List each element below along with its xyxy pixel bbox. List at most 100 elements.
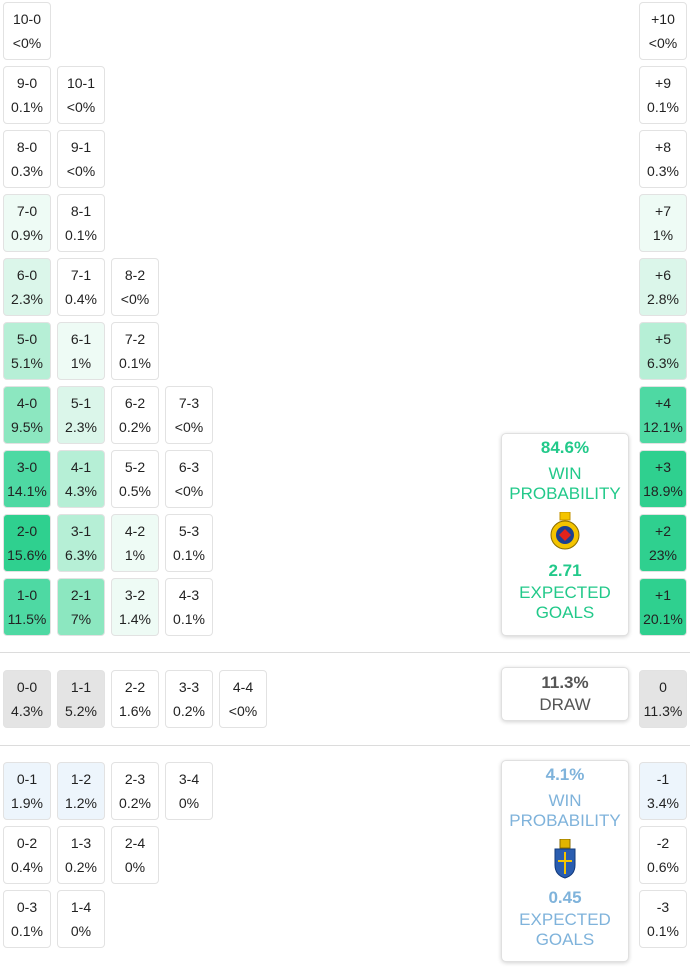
home-score-cell-probability: 14.1% — [7, 483, 47, 499]
away-score-cell-label: 0-2 — [16, 835, 38, 851]
home-score-cell: 8-2 <0% — [111, 258, 159, 316]
away-margin-cell-label: -2 — [656, 835, 670, 851]
draw-margin-cell-label: 0 — [659, 679, 667, 695]
home-score-cell: 2-0 15.6% — [3, 514, 51, 572]
home-score-cell-probability: 1% — [70, 355, 92, 371]
home-score-cell: 7-0 0.9% — [3, 194, 51, 252]
home-margin-cell: +6 2.8% — [639, 258, 687, 316]
home-score-cell: 4-2 1% — [111, 514, 159, 572]
home-score-cell-label: 7-3 — [178, 395, 200, 411]
draw-score-cell-label: 2-2 — [124, 679, 146, 695]
draw-score-cell-probability: 5.2% — [65, 703, 97, 719]
draw-score-cell-probability: 1.6% — [119, 703, 151, 719]
away-margin-cell: -3 0.1% — [639, 890, 687, 948]
home-xg-label: EXPECTED GOALS — [519, 583, 611, 623]
away-margin-cell: -1 3.4% — [639, 762, 687, 820]
home-score-cell-label: 6-3 — [178, 459, 200, 475]
home-score-cell-label: 9-0 — [16, 75, 38, 91]
away-score-cell: 0-1 1.9% — [3, 762, 51, 820]
away-score-cell-probability: 0.2% — [119, 795, 151, 811]
home-score-cell-probability: 0.4% — [65, 291, 97, 307]
away-win-percentage: 4.1% — [545, 765, 585, 784]
home-score-cell-probability: 0.3% — [11, 163, 43, 179]
home-margin-cell-label: +8 — [655, 139, 671, 155]
home-score-cell: 7-1 0.4% — [57, 258, 105, 316]
home-score-cell-label: 3-2 — [124, 587, 146, 603]
home-score-cell-label: 8-1 — [70, 203, 92, 219]
home-score-cell-label: 10-0 — [12, 11, 42, 27]
away-score-cell-probability: 0% — [70, 923, 92, 939]
away-score-cell: 0-2 0.4% — [3, 826, 51, 884]
home-win-percentage: 84.6% — [540, 438, 590, 457]
home-score-cell-label: 4-0 — [16, 395, 38, 411]
home-score-cell: 2-1 7% — [57, 578, 105, 636]
home-margin-cell-label: +4 — [655, 395, 671, 411]
home-score-cell-label: 2-1 — [70, 587, 92, 603]
draw-percentage: 11.3% — [541, 673, 589, 692]
away-margin-cell-probability: 0.1% — [647, 923, 679, 939]
away-score-cell: 1-2 1.2% — [57, 762, 105, 820]
home-score-cell: 4-0 9.5% — [3, 386, 51, 444]
away-score-cell-probability: 0% — [124, 859, 146, 875]
home-score-cell: 1-0 11.5% — [3, 578, 51, 636]
section-divider-draw-away — [0, 745, 690, 746]
home-margin-cell-label: +1 — [655, 587, 671, 603]
draw-score-cell-probability: <0% — [228, 703, 258, 719]
section-divider-home-draw — [0, 652, 690, 653]
away-score-cell-probability: 1.2% — [65, 795, 97, 811]
home-margin-cell-label: +9 — [655, 75, 671, 91]
home-score-cell-label: 4-1 — [70, 459, 92, 475]
home-score-cell-label: 3-0 — [16, 459, 38, 475]
home-xg-label-line2: GOALS — [535, 603, 595, 622]
home-margin-cell-probability: 1% — [652, 227, 674, 243]
home-score-cell: 7-3 <0% — [165, 386, 213, 444]
home-score-cell: 9-1 <0% — [57, 130, 105, 188]
home-score-cell-label: 7-2 — [124, 331, 146, 347]
away-score-cell: 0-3 0.1% — [3, 890, 51, 948]
home-score-cell-probability: 2.3% — [65, 419, 97, 435]
away-xg-label-line1: EXPECTED — [519, 910, 611, 929]
away-score-cell-probability: 1.9% — [11, 795, 43, 811]
home-margin-cell-probability: 6.3% — [647, 355, 679, 371]
away-score-cell-label: 2-4 — [124, 835, 146, 851]
home-margin-cell-probability: 2.8% — [647, 291, 679, 307]
draw-score-cell-label: 4-4 — [232, 679, 254, 695]
home-win-label-line2: PROBABILITY — [509, 484, 621, 503]
home-score-cell: 8-0 0.3% — [3, 130, 51, 188]
draw-score-cell: 2-2 1.6% — [111, 670, 159, 728]
home-score-cell-label: 6-1 — [70, 331, 92, 347]
home-margin-cell-probability: 18.9% — [643, 483, 683, 499]
home-score-cell-label: 2-0 — [16, 523, 38, 539]
home-margin-cell-probability: 0.1% — [647, 99, 679, 115]
away-score-cell: 2-3 0.2% — [111, 762, 159, 820]
home-score-cell-label: 3-1 — [70, 523, 92, 539]
home-score-cell-probability: 11.5% — [7, 611, 47, 627]
home-score-cell: 5-3 0.1% — [165, 514, 213, 572]
away-xg-label-line2: GOALS — [535, 930, 595, 949]
home-score-cell: 5-2 0.5% — [111, 450, 159, 508]
away-score-cell: 3-4 0% — [165, 762, 213, 820]
away-margin-cell-label: -3 — [656, 899, 670, 915]
home-score-cell-label: 7-0 — [16, 203, 38, 219]
away-score-cell-label: 0-3 — [16, 899, 38, 915]
home-score-cell: 10-1 <0% — [57, 66, 105, 124]
home-score-cell-probability: 0.1% — [65, 227, 97, 243]
home-score-cell-probability: 6.3% — [65, 547, 97, 563]
away-score-cell: 1-3 0.2% — [57, 826, 105, 884]
home-score-cell-label: 5-0 — [16, 331, 38, 347]
home-score-cell-probability: 0.1% — [173, 611, 205, 627]
away-score-cell: 1-4 0% — [57, 890, 105, 948]
home-score-cell-probability: <0% — [12, 35, 42, 51]
home-margin-cell: +3 18.9% — [639, 450, 687, 508]
home-score-cell-probability: 0.2% — [119, 419, 151, 435]
home-margin-cell-probability: 0.3% — [647, 163, 679, 179]
away-margin-cell-probability: 0.6% — [647, 859, 679, 875]
home-margin-cell-label: +6 — [655, 267, 671, 283]
away-win-label-line1: WIN — [548, 791, 582, 810]
home-margin-cell-probability: 20.1% — [643, 611, 683, 627]
draw-score-cell: 0-0 4.3% — [3, 670, 51, 728]
home-margin-cell-probability: 23% — [648, 547, 678, 563]
home-margin-cell: +4 12.1% — [639, 386, 687, 444]
home-margin-cell-probability: <0% — [648, 35, 678, 51]
home-score-cell-label: 8-2 — [124, 267, 146, 283]
